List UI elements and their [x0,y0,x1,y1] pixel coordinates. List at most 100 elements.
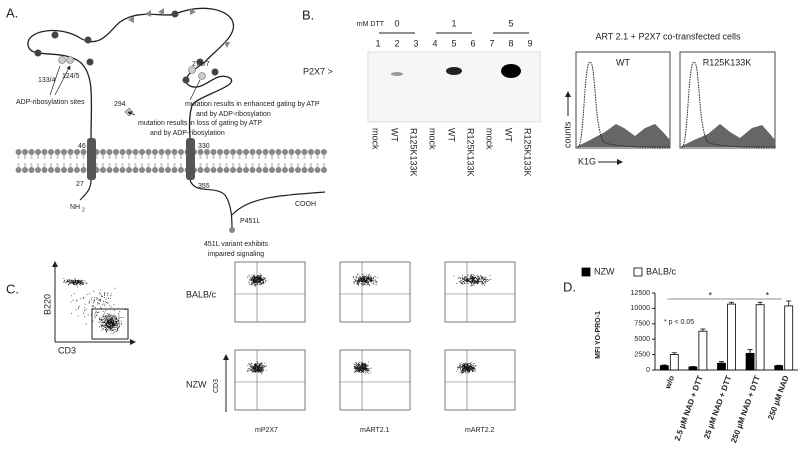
lane-number: 9 [527,38,532,48]
bar [717,362,726,371]
hist-fill [576,124,670,147]
lipid-head [288,149,295,155]
residue-dots [34,10,219,84]
n-tail [79,179,92,201]
lipid-head [249,149,256,155]
lipid-head [256,149,262,155]
lipid-head [243,149,249,155]
lipid-head [236,149,243,155]
lipid-head [126,149,132,155]
x-tick-label: w/o [663,374,676,391]
lipid-head [236,167,243,173]
lipid-head [54,167,61,173]
panel-a: A. 133/4 124/5 ADP-ribosylation sites 27… [6,5,327,258]
lipid-head [275,149,282,155]
lipid-head [308,167,314,173]
dtt-value: 0 [394,18,399,28]
y-tick-label: 5000 [634,336,650,343]
x-label: mP2X7 [255,427,278,434]
lipid-tails [17,155,325,167]
x-label: CD3 [58,345,76,355]
lipid-head [158,149,165,155]
x-label: mART2.2 [465,427,495,434]
bar [659,365,669,371]
legend-swatch [581,267,591,277]
lipid-head [139,149,145,155]
lipid-head [48,167,54,173]
lipid-head [210,149,217,155]
lipid-head [275,167,282,173]
note-arrows [128,79,201,115]
lipid-head [35,149,41,155]
y-tick-label: 7500 [634,321,650,328]
x-tick-label: 2.5 µM NAD + DTT [673,374,705,442]
lane-number: 6 [470,38,475,48]
site-caption: ADP-ribosylation sites [16,99,85,106]
lipid-head [288,167,295,173]
legend-swatch [633,267,643,277]
note: mutation results in enhanced gating by A… [185,101,320,108]
note: and by ADP-ribosylation [196,111,271,118]
site-arrows [49,66,70,96]
site-label: 133/4 [38,77,56,84]
bar [784,305,794,371]
site-label: 124/5 [62,73,80,80]
lipid-head [145,167,152,173]
residue: 46 [78,143,86,150]
lipid-head [74,149,80,155]
note: and by ADP-ribosylation [150,130,225,137]
lipid-head [139,167,145,173]
lipid-head [61,149,67,155]
row-label: NZW [186,379,207,389]
lipid-head [178,167,184,173]
c-tail [189,179,326,231]
lipid-head [178,149,184,155]
dtt-value: 1 [451,18,456,28]
tm1 [87,138,96,180]
hist-fill [680,124,775,147]
legend-label: NZW [594,266,615,276]
hist-label: WT [616,57,630,67]
lipid-head [35,167,41,173]
lane-label: mock [485,128,495,150]
y-label: B220 [42,294,52,315]
band [501,64,521,78]
bar [727,303,736,371]
y-axis-label: MFI YO-PRO-1 [595,311,602,359]
band [446,67,462,75]
x-label: K1G [578,156,596,166]
lane-number: 5 [451,38,456,48]
lipid-head [269,167,275,173]
lipid-head [22,149,28,155]
dot-cloud [453,274,492,287]
tm2 [186,138,195,180]
panel-label: D. [563,279,576,294]
glycosylation-triangles [128,8,230,48]
dot-cloud [456,362,477,374]
residue: 330 [198,143,210,150]
lipid-head [28,149,35,155]
band-label: P2X7 > [303,66,333,76]
error-bar [757,301,763,305]
y-label: CD3 [213,379,220,393]
lipid-head [67,167,74,173]
note: * p < 0.05 [664,319,694,326]
hist-control [681,61,776,148]
y-tick-label: 2500 [634,351,650,358]
lipid-head [113,167,119,173]
lipid-head [301,167,308,173]
lipid-head [145,149,152,155]
x-label: mART2.1 [360,427,390,434]
dot-cloud [246,361,267,375]
gate [91,308,129,340]
adp-sites [58,56,206,117]
lane-label: mock [371,128,381,150]
panel-label: B. [302,7,314,22]
bar [745,352,755,371]
lipid-head [15,167,22,173]
lipid-head [249,167,256,173]
dot-cloud [353,361,372,374]
lipid-head [165,167,171,173]
lipid-head [282,149,288,155]
